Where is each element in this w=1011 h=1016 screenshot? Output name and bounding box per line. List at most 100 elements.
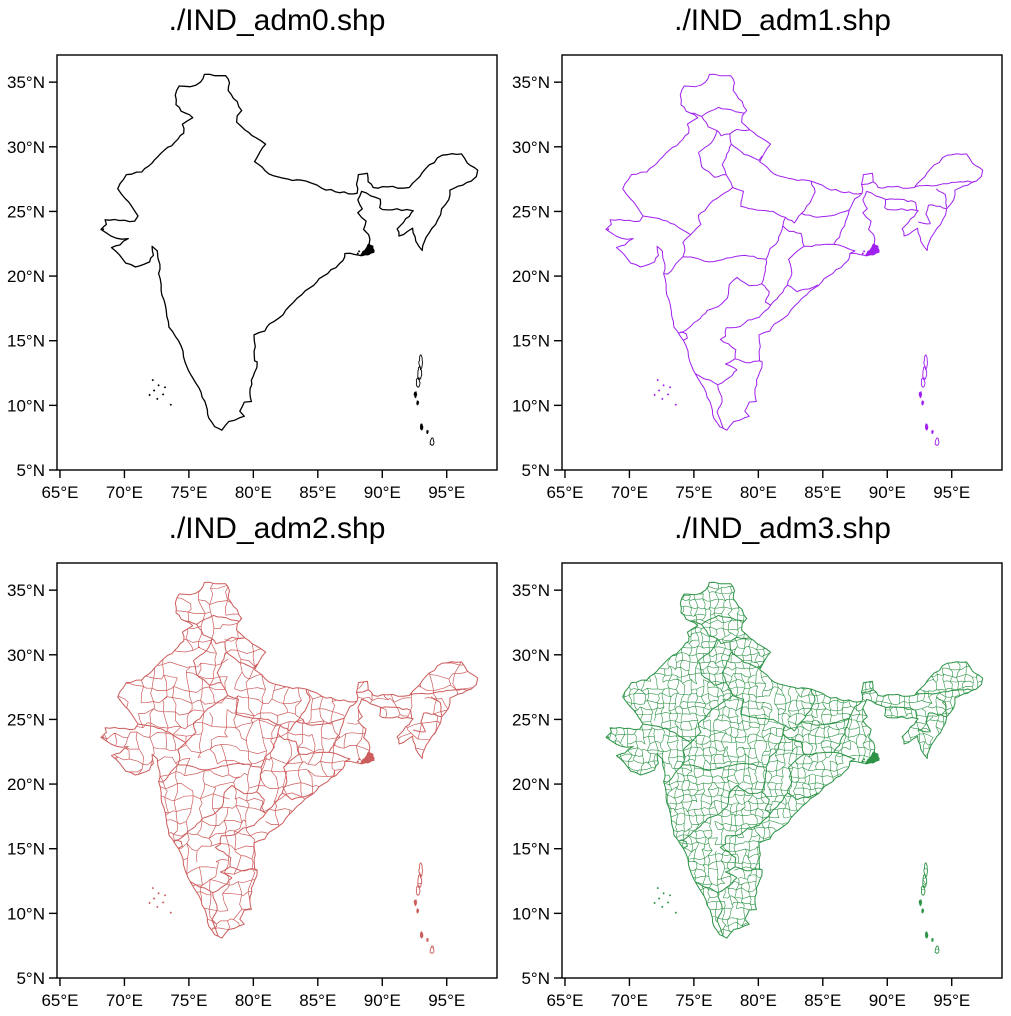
x-tick-label: 70°E — [611, 991, 648, 1010]
x-tick-label: 70°E — [106, 991, 143, 1010]
island-outlines — [415, 862, 435, 954]
y-tick-label: 15°N — [7, 840, 45, 859]
y-tick-label: 35°N — [512, 73, 550, 92]
y-tick-label: 25°N — [7, 202, 45, 221]
x-tick-label: 85°E — [804, 991, 841, 1010]
x-axis: 65°E 70°E 75°E 80°E 85°E 90°E 95°E — [41, 470, 465, 502]
y-tick-label: 20°N — [512, 267, 550, 286]
y-tick-label: 30°N — [512, 646, 550, 665]
x-tick-label: 95°E — [428, 991, 465, 1010]
x-tick-label: 70°E — [106, 483, 143, 502]
island-outlines — [920, 354, 940, 446]
y-axis: 35°N 30°N 25°N 20°N 15°N 10°N 5°N — [512, 581, 562, 988]
x-tick-label: 80°E — [235, 991, 272, 1010]
x-axis: 65°E 70°E 75°E 80°E 85°E 90°E 95°E — [546, 978, 970, 1010]
y-tick-label: 30°N — [7, 646, 45, 665]
y-tick-label: 5°N — [16, 969, 45, 988]
map-plot-adm1: 65°E 70°E 75°E 80°E 85°E 90°E 95°E 35°N 30°N 25°N… — [512, 54, 1003, 502]
plot-frame — [56, 54, 498, 471]
x-tick-label: 95°E — [933, 483, 970, 502]
y-tick-label: 35°N — [7, 581, 45, 600]
x-tick-label: 85°E — [299, 483, 336, 502]
plot-frame — [561, 54, 1003, 471]
panel-adm0: ./IND_adm0.shp 65°E 70°E 75°E 80°E 85°E 90°E 9… — [0, 0, 505, 508]
x-tick-label: 85°E — [299, 991, 336, 1010]
x-axis: 65°E 70°E 75°E 80°E 85°E 90°E 95°E — [546, 470, 970, 502]
y-tick-label: 10°N — [512, 396, 550, 415]
y-tick-label: 30°N — [512, 138, 550, 157]
y-tick-label: 5°N — [16, 461, 45, 480]
state-boundaries — [642, 614, 976, 937]
india-map — [605, 73, 984, 446]
x-axis: 65°E 70°E 75°E 80°E 85°E 90°E 95°E — [41, 978, 465, 1010]
y-axis: 35°N 30°N 25°N 20°N 15°N 10°N 5°N — [7, 73, 57, 480]
small-island-dots — [607, 228, 866, 406]
island-fills — [413, 899, 429, 942]
x-tick-label: 65°E — [41, 483, 78, 502]
y-tick-label: 20°N — [7, 267, 45, 286]
x-tick-label: 75°E — [675, 991, 712, 1010]
y-tick-label: 20°N — [7, 775, 45, 794]
x-tick-label: 80°E — [740, 483, 777, 502]
x-tick-label: 65°E — [41, 991, 78, 1010]
district-mesh — [606, 582, 983, 954]
x-tick-label: 75°E — [170, 483, 207, 502]
plot-frame — [561, 562, 1003, 979]
island-fills — [918, 899, 934, 942]
district-mesh — [101, 582, 478, 954]
y-tick-label: 10°N — [512, 904, 550, 923]
panel-title-adm3: ./IND_adm3.shp — [674, 512, 891, 545]
x-tick-label: 70°E — [611, 483, 648, 502]
small-island-dots — [607, 736, 866, 914]
map-plot-adm2: 65°E 70°E 75°E 80°E 85°E 90°E 95°E 35°N 30°N 25°N… — [7, 562, 498, 1010]
panel-adm2: ./IND_adm2.shp 65°E 70°E 75°E 80°E 85°E 90°E 9… — [0, 508, 505, 1016]
india-map — [100, 73, 479, 446]
x-tick-label: 90°E — [364, 483, 401, 502]
india-map — [100, 581, 479, 954]
x-tick-label: 85°E — [804, 483, 841, 502]
country-outline — [605, 73, 984, 431]
y-tick-label: 35°N — [7, 73, 45, 92]
country-outline — [100, 581, 479, 939]
y-tick-label: 35°N — [512, 581, 550, 600]
map-plot-adm0: 65°E 70°E 75°E 80°E 85°E 90°E 95°E 35°N 30°N 25°N… — [7, 54, 498, 502]
x-tick-label: 90°E — [364, 991, 401, 1010]
x-tick-label: 80°E — [235, 483, 272, 502]
island-fills — [918, 391, 934, 434]
india-map — [605, 581, 984, 954]
x-tick-label: 65°E — [546, 483, 583, 502]
x-tick-label: 90°E — [869, 991, 906, 1010]
sundarbans-delta-fill — [360, 243, 375, 257]
x-tick-label: 65°E — [546, 991, 583, 1010]
panel-adm3: ./IND_adm3.shp 65°E 70°E 75°E 80°E 85°E 90°E 9… — [505, 508, 1011, 1016]
y-tick-label: 15°N — [512, 840, 550, 859]
y-tick-label: 10°N — [7, 396, 45, 415]
y-tick-label: 20°N — [512, 775, 550, 794]
y-tick-label: 30°N — [7, 138, 45, 157]
x-tick-label: 75°E — [675, 483, 712, 502]
plot-frame — [56, 562, 498, 979]
panel-adm1: ./IND_adm1.shp 65°E 70°E 75°E 80°E 85°E 90°E 9… — [505, 0, 1011, 508]
y-tick-label: 25°N — [7, 710, 45, 729]
country-outline — [100, 73, 479, 431]
panel-title-adm1: ./IND_adm1.shp — [674, 4, 891, 37]
y-tick-label: 25°N — [512, 710, 550, 729]
panel-title-adm2: ./IND_adm2.shp — [168, 512, 386, 545]
state-boundaries — [137, 614, 471, 937]
island-outlines — [415, 354, 435, 446]
y-tick-label: 10°N — [7, 904, 45, 923]
panel-title-adm0: ./IND_adm0.shp — [168, 4, 386, 37]
sundarbans-delta-fill — [865, 243, 880, 257]
small-island-dots — [102, 228, 361, 406]
island-fills — [413, 391, 429, 434]
y-tick-label: 25°N — [512, 202, 550, 221]
sundarbans-delta-fill — [360, 751, 375, 765]
x-tick-label: 75°E — [170, 991, 207, 1010]
x-tick-label: 80°E — [740, 991, 777, 1010]
y-tick-label: 5°N — [521, 461, 550, 480]
y-tick-label: 15°N — [7, 332, 45, 351]
sundarbans-delta-fill — [865, 751, 880, 765]
country-outline — [605, 581, 984, 939]
y-tick-label: 5°N — [521, 969, 550, 988]
